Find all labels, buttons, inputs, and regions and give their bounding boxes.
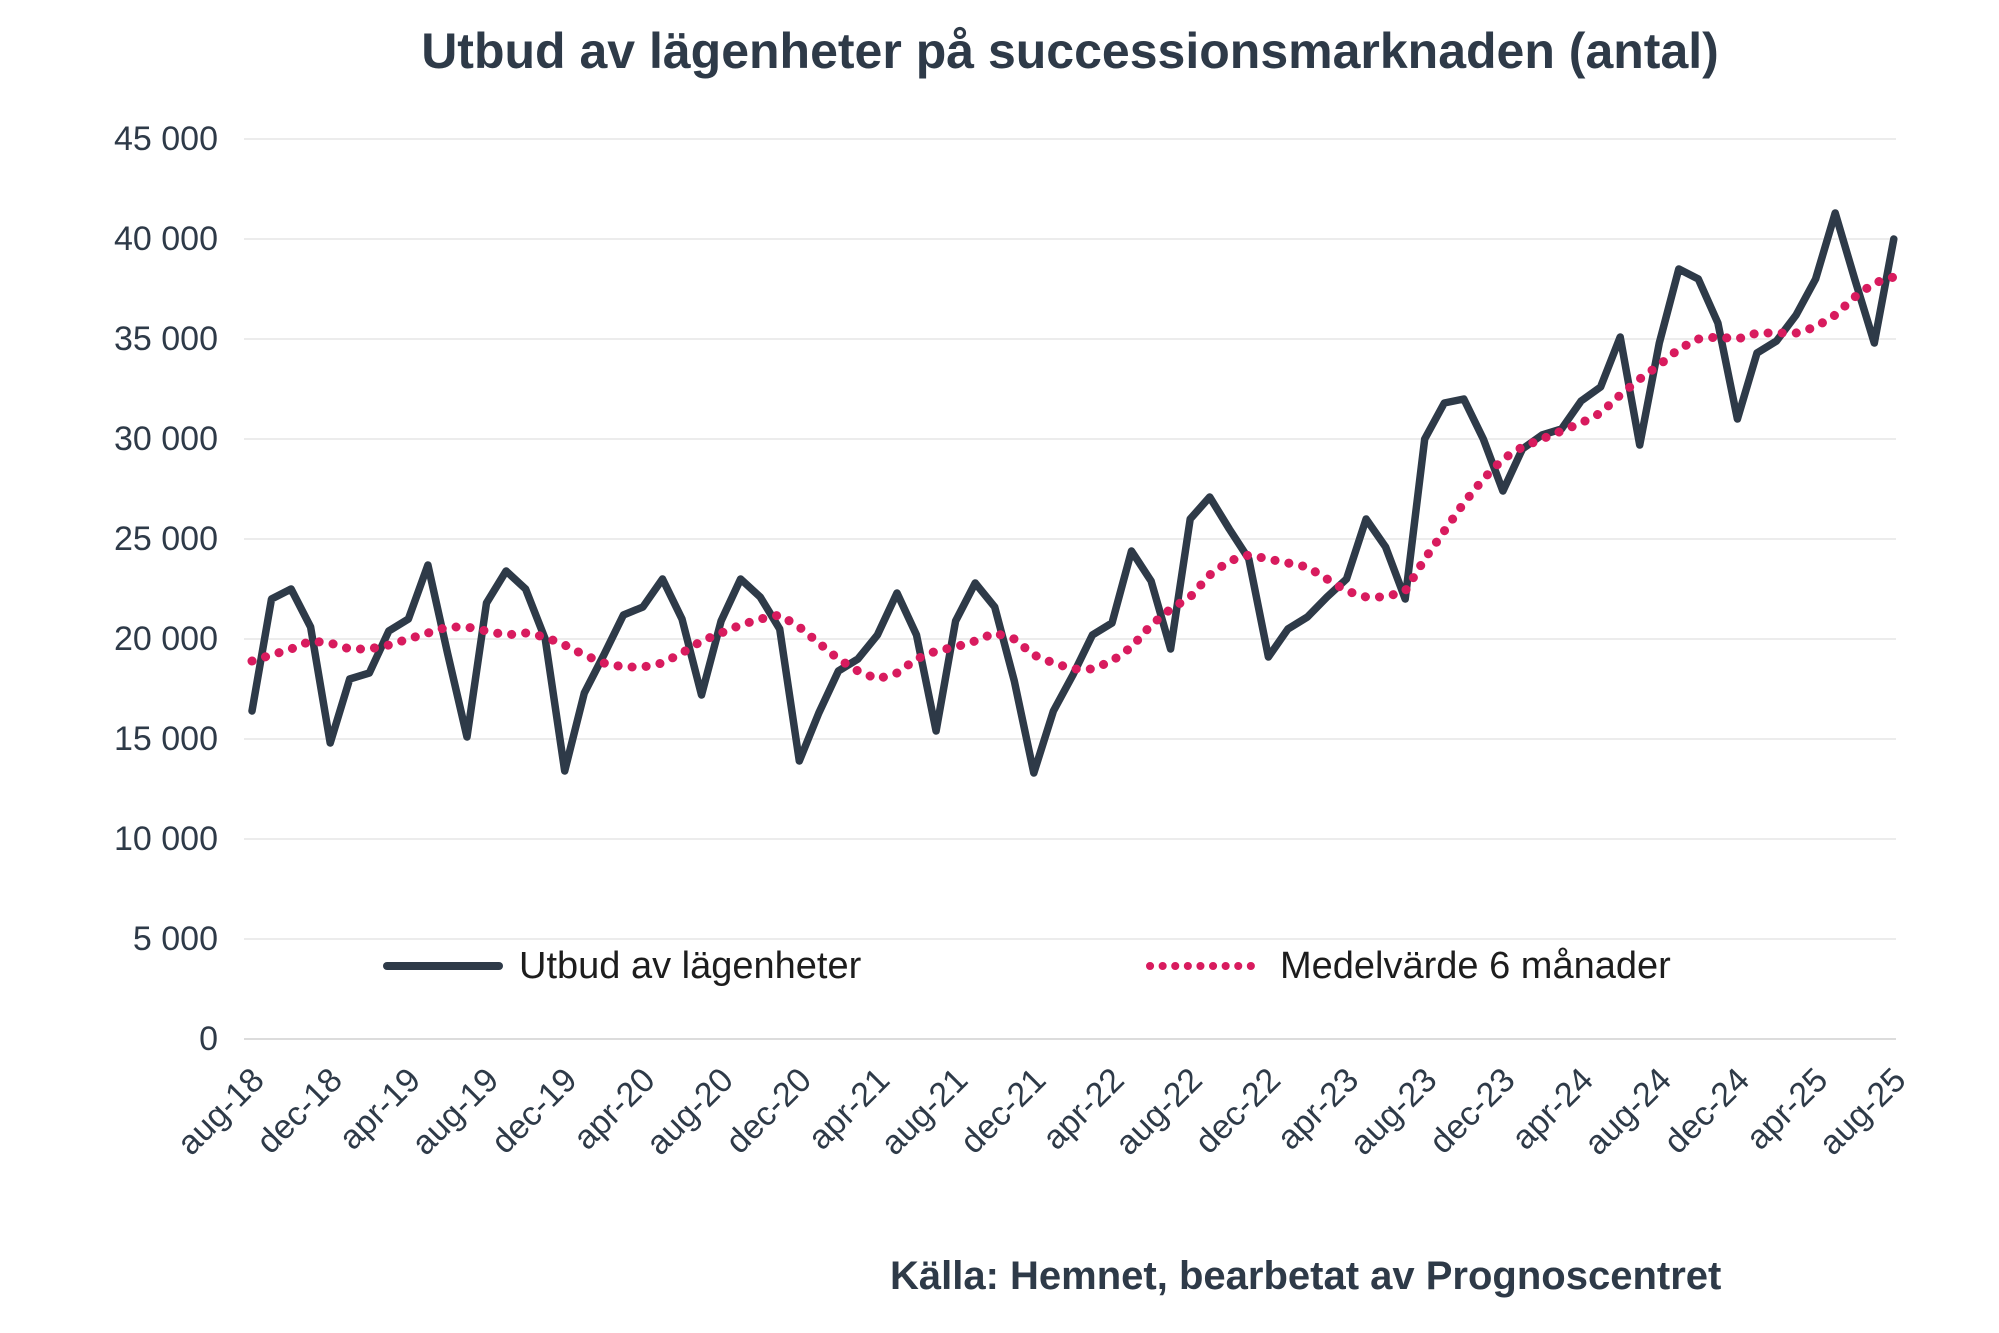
legend-swatch-solid-line — [383, 962, 503, 970]
x-tick-label: aug-23 — [1343, 1061, 1445, 1163]
x-tick-label: aug-22 — [1108, 1061, 1210, 1163]
source-note: Källa: Hemnet, bearbetat av Prognoscentr… — [890, 1254, 1722, 1298]
x-tick-label: dec-19 — [484, 1061, 584, 1161]
series-utbud-line — [248, 209, 1898, 777]
series-medelvarde-line — [247, 272, 1899, 684]
legend-label-utbud: Utbud av lägenheter — [519, 944, 862, 987]
x-tick-label: aug-24 — [1577, 1061, 1679, 1163]
x-tick-label: aug-25 — [1812, 1061, 1914, 1163]
x-tick-label: aug-18 — [170, 1061, 272, 1163]
y-tick-label: 0 — [199, 1020, 218, 1058]
y-tick-label: 10 000 — [114, 820, 218, 858]
legend-item-medelvarde: Medelvärde 6 månader — [1144, 944, 1671, 988]
x-tick-label: dec-23 — [1422, 1061, 1522, 1161]
y-tick-label: 35 000 — [114, 320, 218, 358]
y-tick-label: 15 000 — [114, 720, 218, 758]
x-tick-label: dec-20 — [719, 1061, 819, 1161]
x-tick-label: aug-21 — [874, 1061, 976, 1163]
y-tick-label: 45 000 — [114, 120, 218, 158]
x-tick-label: dec-22 — [1188, 1061, 1288, 1161]
legend-label-medelvarde: Medelvärde 6 månader — [1280, 944, 1671, 987]
y-tick-label: 40 000 — [114, 220, 218, 258]
legend-item-utbud: Utbud av lägenheter — [383, 944, 861, 988]
x-tick-label: aug-19 — [404, 1061, 506, 1163]
x-tick-label: dec-21 — [953, 1061, 1053, 1161]
y-tick-label: 30 000 — [114, 420, 218, 458]
legend-swatch-dotted-line — [1146, 962, 1264, 970]
x-tick-label: dec-18 — [249, 1061, 349, 1161]
y-tick-label: 5 000 — [133, 920, 218, 958]
x-tick-label: aug-20 — [639, 1061, 741, 1163]
y-tick-label: 25 000 — [114, 520, 218, 558]
x-tick-label: dec-24 — [1657, 1061, 1757, 1161]
y-tick-label: 20 000 — [114, 620, 218, 658]
chart-title: Utbud av lägenheter på successionsmarkna… — [421, 23, 1719, 79]
